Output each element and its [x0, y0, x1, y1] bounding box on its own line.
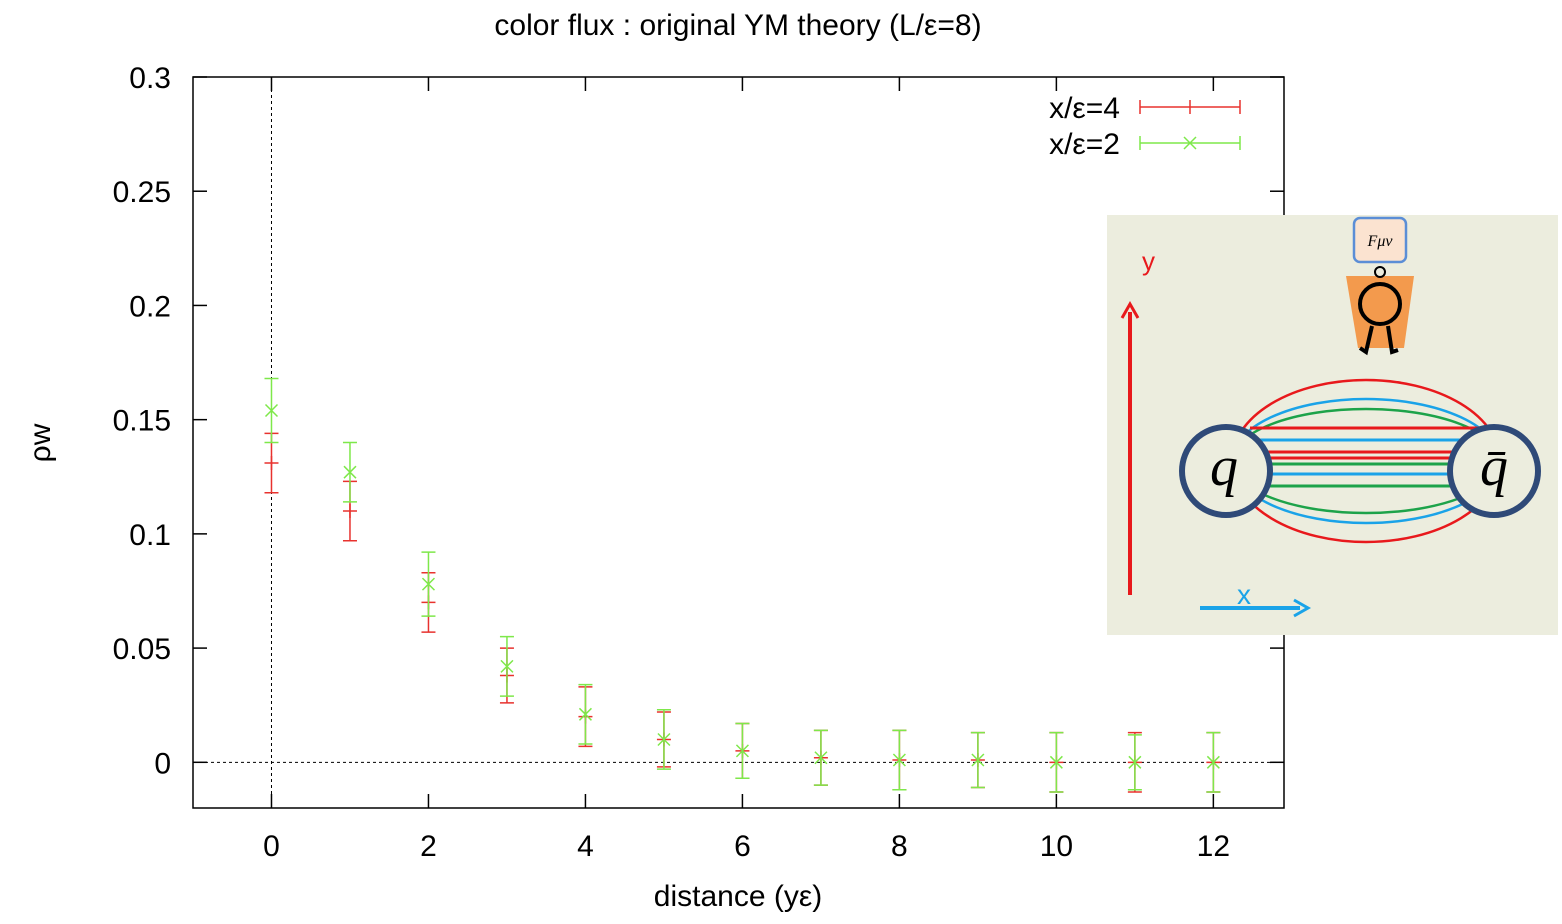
point	[1128, 755, 1142, 769]
flux-bundle	[1250, 426, 1480, 488]
x-tick-label: 2	[420, 830, 437, 863]
inset-x-label: x	[1237, 579, 1251, 610]
x-tick-label: 10	[1040, 830, 1073, 863]
x-tick-label: 6	[734, 830, 751, 863]
y-axis-label: ρw	[24, 423, 57, 462]
point	[578, 707, 592, 721]
point	[657, 732, 671, 746]
y-tick-label: 0.3	[129, 62, 171, 95]
chart-title: color flux : original YM theory (L/ε=8)	[494, 9, 981, 42]
point	[1049, 755, 1063, 769]
legend-label: x/ε=4	[1049, 92, 1120, 125]
x-tick-label: 12	[1197, 830, 1230, 863]
observer-eye	[1374, 266, 1386, 278]
y-tick-label: 0.15	[113, 405, 171, 438]
antiquark-label: q̄	[1480, 436, 1508, 498]
x-tick-label: 4	[577, 830, 594, 863]
x-tick-label: 8	[891, 830, 908, 863]
point	[735, 744, 749, 758]
legend-marker	[1183, 136, 1197, 150]
point	[814, 751, 828, 765]
inset-background	[1107, 215, 1558, 635]
y-arrow-head	[1120, 300, 1140, 319]
point	[892, 753, 906, 767]
point	[264, 403, 279, 418]
y-tick-label: 0.05	[113, 633, 171, 666]
x-arrow-head	[1293, 598, 1312, 618]
point	[971, 753, 985, 767]
quark-label: q	[1210, 436, 1238, 498]
point	[264, 456, 279, 471]
y-tick-label: 0.1	[129, 519, 171, 552]
field-label: Fμν	[1367, 233, 1394, 250]
observer-legs	[1358, 325, 1399, 356]
y-tick-label: 0.25	[113, 176, 171, 209]
observer-head	[1358, 282, 1402, 326]
quark-circle	[1179, 424, 1273, 518]
y-tick-label: 0.2	[129, 290, 171, 323]
antiquark-circle	[1447, 424, 1541, 518]
point	[343, 465, 357, 479]
inset-y-label: y	[1142, 246, 1155, 276]
field-box	[1352, 216, 1408, 264]
inset-diagram: y x q q̄ Fμν	[1107, 215, 1558, 635]
point	[500, 659, 514, 673]
x-tick-label: 0	[263, 830, 280, 863]
legend-label: x/ε=2	[1049, 128, 1120, 161]
point	[1206, 755, 1220, 769]
point	[421, 577, 435, 591]
point	[342, 504, 357, 519]
y-tick-label: 0	[154, 747, 171, 780]
x-axis-label: distance (yε)	[654, 880, 822, 913]
